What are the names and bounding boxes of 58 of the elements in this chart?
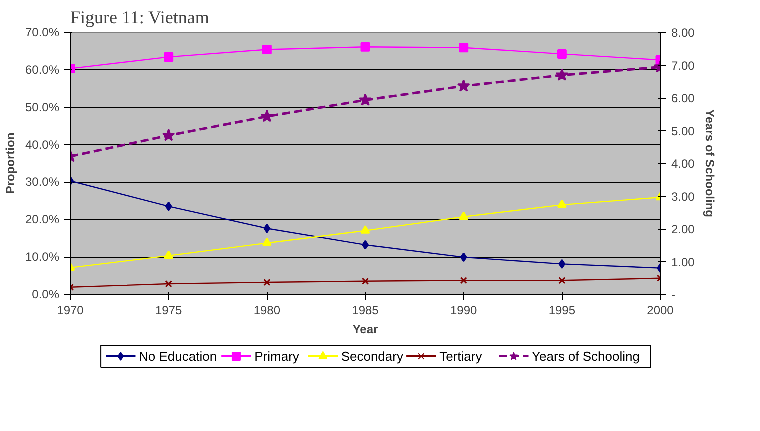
y2-tick-label: 5.00 (672, 124, 696, 138)
x-tick-label: 1990 (450, 304, 478, 318)
y-tick-label: 0.0% (32, 288, 60, 302)
point (164, 52, 174, 62)
legend-label: Primary (254, 349, 300, 364)
chart-title: Figure 11: Vietnam (70, 8, 210, 28)
point (556, 68, 569, 82)
legend-label: Tertiary (440, 349, 483, 364)
point (360, 42, 370, 52)
y2-tick-label: 2.00 (672, 222, 696, 236)
x-axis-title: Year (352, 322, 379, 336)
y2-tick-label: 1.00 (672, 255, 696, 270)
y2-tick-label: 7.00 (672, 58, 696, 73)
x-tick-label: 1980 (254, 304, 281, 318)
point (459, 43, 469, 53)
y2-tick-label: - (672, 288, 676, 302)
point (557, 200, 567, 208)
point (162, 128, 176, 142)
y-tick-label: 40.0% (25, 138, 60, 152)
point (165, 280, 172, 288)
point (264, 224, 271, 234)
x-tick-label: 1995 (548, 304, 576, 318)
point (362, 278, 370, 285)
point (262, 238, 272, 246)
y2-tick-label: 6.00 (672, 92, 696, 106)
y2-tick-label: 8.00 (672, 26, 696, 40)
point (264, 278, 271, 286)
point (359, 94, 372, 106)
point (460, 252, 468, 262)
point (362, 240, 369, 250)
point (260, 110, 274, 122)
point (457, 79, 470, 92)
point (360, 226, 370, 234)
y-axis-title: Proportion (3, 132, 18, 194)
y-tick-label: 50.0% (25, 100, 60, 114)
y2-axis-title: Years of Schooling (702, 109, 717, 218)
y-tick-label: 70.0% (25, 26, 60, 40)
point (460, 277, 468, 284)
y2-tick-label: 3.00 (672, 190, 696, 204)
legend-label: Years of Schooling (532, 349, 640, 364)
point (165, 202, 172, 212)
x-tick-label: 1970 (57, 304, 84, 318)
x-tick-label: 1985 (352, 304, 380, 318)
point (459, 212, 469, 220)
y-tick-label: 60.0% (25, 62, 60, 77)
y-tick-label: 10.0% (25, 250, 60, 264)
point (558, 277, 566, 284)
point (262, 44, 272, 54)
legend-label: No Education (139, 349, 218, 364)
x-tick-label: 2000 (647, 304, 674, 318)
y-tick-label: 30.0% (25, 175, 60, 190)
point (558, 259, 566, 269)
point (164, 250, 174, 260)
y2-tick-label: 4.00 (672, 157, 696, 171)
y-tick-label: 20.0% (25, 212, 60, 227)
point (557, 49, 567, 59)
x-tick-label: 1975 (155, 304, 183, 318)
legend-label: Secondary (341, 349, 404, 364)
